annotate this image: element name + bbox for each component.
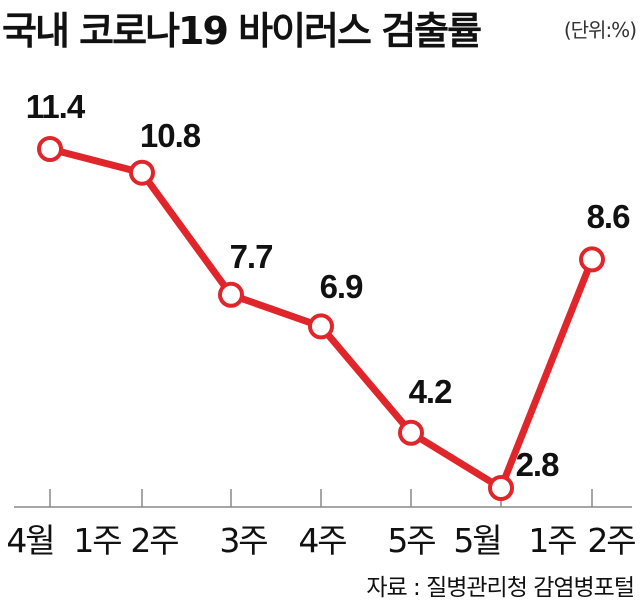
- x-tick-label: 2주: [587, 521, 635, 560]
- chart-title: 국내 코로나19 바이러스 검출률: [2, 9, 482, 53]
- data-point: [308, 313, 334, 340]
- data-point: [218, 281, 244, 308]
- x-tick-label: 1주: [528, 521, 576, 560]
- data-point: [398, 419, 424, 446]
- data-label: 2.8: [516, 446, 560, 483]
- x-tick-label: 2주: [130, 521, 178, 560]
- data-point: [579, 246, 605, 273]
- data-point: [488, 475, 514, 501]
- data-label: 6.9: [320, 268, 364, 305]
- x-tick-label: 5주: [387, 521, 435, 560]
- data-point: [37, 136, 63, 162]
- x-tick-label: 3주: [219, 521, 267, 560]
- data-label: 8.6: [587, 198, 631, 235]
- data-label: 7.7: [230, 238, 273, 275]
- x-tick-label: 4주: [298, 521, 346, 560]
- x-tick-label: 1주: [73, 521, 121, 560]
- x-tick-label: 5월: [453, 521, 500, 560]
- unit-note: (단위:%): [563, 18, 637, 42]
- x-tick-label: 4월: [6, 521, 53, 560]
- data-label: 11.4: [26, 88, 86, 125]
- data-label: 4.2: [409, 373, 453, 410]
- data-point: [129, 159, 155, 186]
- source-note: 자료 : 질병관리청 감염병포털: [366, 575, 635, 601]
- data-label: 10.8: [140, 117, 201, 154]
